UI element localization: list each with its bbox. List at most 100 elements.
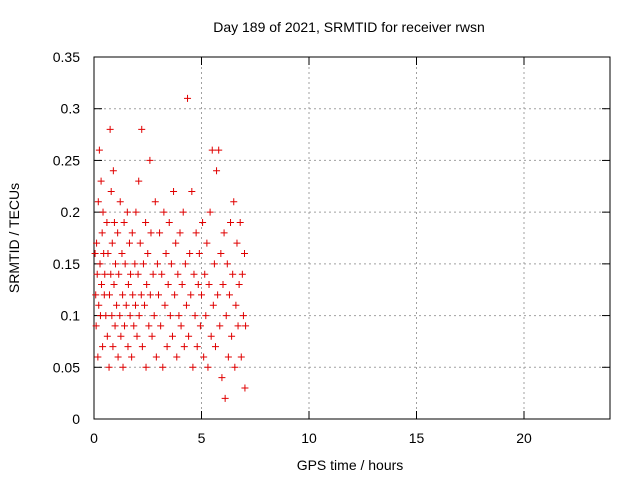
data-point: [136, 239, 144, 247]
data-point: [153, 260, 161, 268]
data-point: [95, 301, 103, 309]
data-point: [93, 239, 101, 247]
data-point: [127, 270, 135, 278]
data-point: [198, 291, 205, 299]
data-point: [150, 312, 158, 320]
data-point: [171, 291, 179, 299]
data-point: [139, 260, 147, 268]
data-point: [128, 353, 136, 361]
data-point: [108, 312, 116, 320]
data-point: [131, 301, 139, 309]
data-point: [123, 208, 131, 216]
data-point: [190, 270, 198, 278]
data-point: [144, 250, 152, 258]
data-point: [111, 322, 119, 330]
data-point: [126, 312, 134, 320]
data-point: [159, 363, 167, 371]
data-point: [135, 312, 143, 320]
data-point: [189, 363, 197, 371]
data-point: [230, 198, 238, 206]
data-point: [165, 218, 173, 226]
data-point: [222, 312, 230, 320]
data-point: [199, 218, 207, 226]
data-point: [241, 384, 249, 392]
data-point: [194, 281, 202, 289]
data-point: [210, 260, 218, 268]
data-point: [158, 270, 166, 278]
data-point: [166, 312, 174, 320]
data-point: [174, 270, 182, 278]
data-point: [206, 208, 214, 216]
data-point: [204, 363, 212, 371]
data-point: [229, 270, 237, 278]
data-point: [228, 332, 236, 340]
data-point: [225, 291, 233, 299]
data-point: [94, 353, 102, 361]
data-point: [122, 301, 130, 309]
data-point: [186, 250, 194, 258]
data-point: [176, 229, 184, 237]
data-point: [214, 291, 222, 299]
x-tick-label: 10: [301, 430, 317, 446]
data-point: [239, 312, 247, 320]
data-point: [168, 332, 176, 340]
data-point: [120, 218, 128, 226]
data-point: [211, 343, 219, 351]
y-tick-label: 0.2: [61, 204, 81, 220]
y-axis-label: SRMTID / TECUs: [6, 183, 22, 293]
data-point: [117, 332, 125, 340]
data-point: [221, 394, 229, 402]
data-point: [195, 250, 203, 258]
data-point: [115, 270, 123, 278]
data-point: [109, 343, 117, 351]
data-point: [175, 312, 183, 320]
data-point: [147, 229, 155, 237]
data-point: [173, 353, 181, 361]
data-point: [121, 322, 129, 330]
data-point: [146, 156, 154, 164]
data-point: [119, 291, 127, 299]
data-point: [142, 363, 150, 371]
data-point: [103, 332, 111, 340]
data-point: [107, 270, 115, 278]
data-point: [116, 312, 124, 320]
data-point: [93, 270, 101, 278]
data-point: [231, 363, 239, 371]
data-point: [101, 270, 109, 278]
data-point: [161, 301, 169, 309]
y-tick-label: 0.3: [61, 101, 81, 117]
data-point: [237, 353, 245, 361]
data-point: [116, 198, 124, 206]
data-point: [131, 260, 139, 268]
data-point: [232, 301, 240, 309]
data-point: [105, 291, 113, 299]
data-point: [96, 260, 104, 268]
data-point: [191, 312, 199, 320]
axis-ticks: 0 0.05 0.1 0.15 0.2 0.25 0.3 0.35 0 5 10 15 20: [53, 49, 610, 446]
data-point: [205, 281, 213, 289]
data-point: [108, 239, 116, 247]
x-axis-label: GPS time / hours: [297, 457, 404, 473]
data-point: [238, 270, 246, 278]
data-point: [104, 250, 112, 258]
data-point: [201, 270, 209, 278]
data-point: [98, 229, 106, 237]
data-point: [129, 291, 137, 299]
data-point: [137, 291, 145, 299]
data-point: [181, 260, 189, 268]
data-point: [98, 281, 106, 289]
data-point: [99, 343, 107, 351]
data-point: [208, 146, 216, 154]
data-point: [143, 281, 151, 289]
data-point: [220, 229, 228, 237]
data-point: [110, 218, 118, 226]
data-point: [234, 322, 242, 330]
chart-title: Day 189 of 2021, SRMTID for receiver rws…: [213, 19, 485, 35]
data-point: [180, 343, 188, 351]
data-point: [138, 343, 146, 351]
data-point: [188, 187, 196, 195]
data-point: [155, 291, 162, 299]
y-tick-label: 0.05: [53, 359, 80, 375]
data-point: [114, 353, 122, 361]
